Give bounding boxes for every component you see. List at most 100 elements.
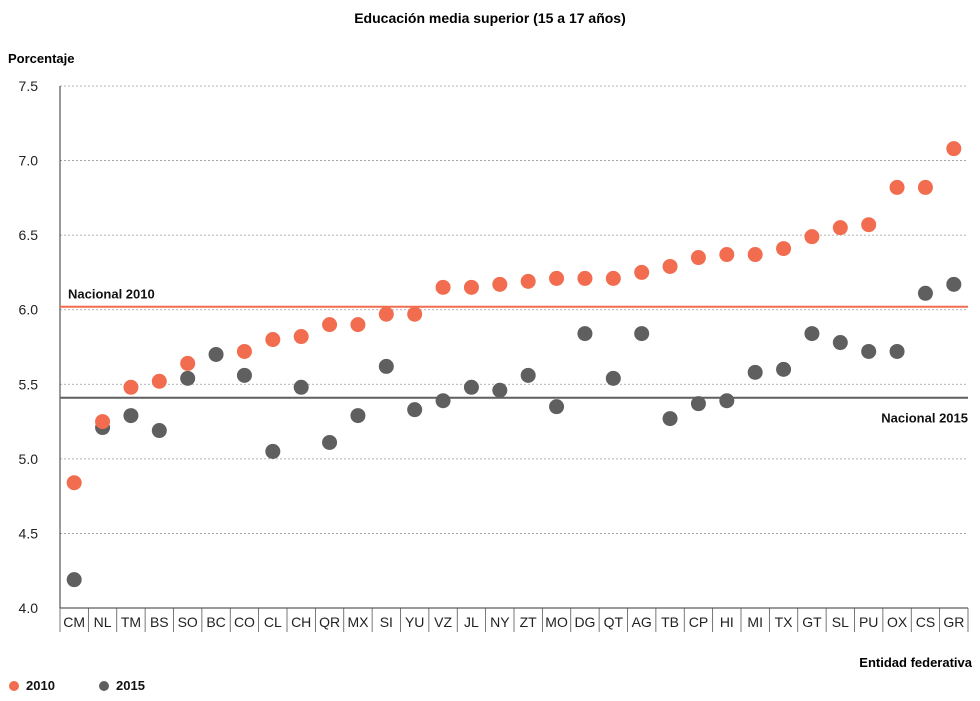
x-tick-label: BC xyxy=(206,614,225,630)
point-2010-CH xyxy=(293,329,309,345)
x-tick-label: TM xyxy=(121,614,141,630)
x-tick-label: MI xyxy=(747,614,763,630)
point-2010-PU xyxy=(861,217,877,233)
x-tick-label: CL xyxy=(264,614,282,630)
point-2010-QR xyxy=(322,317,338,333)
x-tick-label: CM xyxy=(63,614,85,630)
x-tick-label: GR xyxy=(943,614,964,630)
legend-label: 2015 xyxy=(116,678,145,693)
point-2015-HI xyxy=(719,393,735,409)
x-tick-label: HI xyxy=(720,614,734,630)
x-tick-label: MO xyxy=(545,614,568,630)
point-2010-SI xyxy=(378,306,394,322)
point-2010-TB xyxy=(662,258,678,274)
point-2015-NY xyxy=(492,382,508,398)
legend-marker-2010 xyxy=(9,681,19,691)
point-2015-CL xyxy=(265,443,281,459)
point-2010-HI xyxy=(719,247,735,263)
point-2015-AG xyxy=(634,326,650,342)
point-2015-SI xyxy=(378,358,394,374)
y-tick-label: 5.0 xyxy=(19,451,39,467)
point-2010-AG xyxy=(634,264,650,280)
point-2015-CS xyxy=(917,285,933,301)
x-tick-label: QR xyxy=(319,614,340,630)
point-2010-GR xyxy=(946,141,962,157)
point-2010-CS xyxy=(917,179,933,195)
gridlines xyxy=(60,85,968,534)
point-2015-QR xyxy=(322,434,338,450)
point-2015-OX xyxy=(889,343,905,359)
x-tick-label: CP xyxy=(689,614,708,630)
x-tick-label: DG xyxy=(574,614,595,630)
point-2015-YU xyxy=(407,402,423,418)
x-tick-label: MX xyxy=(347,614,369,630)
x-tick-label: SO xyxy=(178,614,198,630)
point-2010-QT xyxy=(605,270,621,286)
reference-line-label: Nacional 2015 xyxy=(881,411,968,426)
x-tick-label: YU xyxy=(405,614,424,630)
x-tick-label: OX xyxy=(887,614,908,630)
y-tick-label: 6.0 xyxy=(19,302,39,318)
axes xyxy=(59,86,969,632)
x-tick-label: QT xyxy=(604,614,624,630)
point-2010-VZ xyxy=(435,279,451,295)
point-2010-MO xyxy=(549,270,565,286)
point-2015-CM xyxy=(66,572,82,588)
x-tick-label: TX xyxy=(775,614,794,630)
x-tick-label: BS xyxy=(150,614,169,630)
point-2010-MX xyxy=(350,317,366,333)
legend-marker-2015 xyxy=(99,681,109,691)
point-2015-BC xyxy=(208,346,224,362)
y-tick-label: 4.0 xyxy=(19,600,39,616)
y-axis-label: Porcentaje xyxy=(8,51,74,66)
x-axis-label: Entidad federativa xyxy=(859,655,972,670)
point-2010-SO xyxy=(180,355,196,371)
x-tick-label: PU xyxy=(859,614,878,630)
x-tick-label: JL xyxy=(464,614,479,630)
x-tick-label: GT xyxy=(802,614,822,630)
data-points xyxy=(66,141,962,588)
point-2010-CO xyxy=(236,343,252,359)
point-2015-VZ xyxy=(435,393,451,409)
x-tick-label: SL xyxy=(832,614,849,630)
chart-title: Educación media superior (15 a 17 años) xyxy=(354,10,626,26)
point-2015-JL xyxy=(463,379,479,395)
x-tick-label: SI xyxy=(380,614,393,630)
point-2015-GR xyxy=(946,276,962,292)
point-2015-DG xyxy=(577,326,593,342)
point-2015-ZT xyxy=(520,367,536,383)
x-tick-label: AG xyxy=(632,614,652,630)
x-tick-label: TB xyxy=(661,614,679,630)
point-2010-CP xyxy=(690,250,706,266)
point-2010-NY xyxy=(492,276,508,292)
point-2015-SO xyxy=(180,370,196,386)
x-tick-label: CS xyxy=(916,614,935,630)
point-2010-DG xyxy=(577,270,593,286)
point-2010-ZT xyxy=(520,273,536,289)
point-2010-TX xyxy=(776,241,792,257)
point-2010-OX xyxy=(889,179,905,195)
point-2015-GT xyxy=(804,326,820,342)
x-tick-label: NY xyxy=(490,614,510,630)
y-tick-label: 7.0 xyxy=(19,153,39,169)
x-tick-labels: CM NL TM BS SO BC CO CL CH QR MX SI YU VZ JL NY ZT MO DG QT… xyxy=(63,614,964,630)
point-2015-MI xyxy=(747,364,763,380)
x-tick-label: CO xyxy=(234,614,255,630)
y-tick-label: 6.5 xyxy=(19,227,39,243)
y-tick-label: 5.5 xyxy=(19,376,39,392)
x-tick-label: ZT xyxy=(520,614,538,630)
point-2015-CO xyxy=(236,367,252,383)
point-2010-JL xyxy=(463,279,479,295)
x-tick-label: CH xyxy=(291,614,311,630)
point-2015-CH xyxy=(293,379,309,395)
point-2010-YU xyxy=(407,306,423,322)
x-tick-label: NL xyxy=(94,614,112,630)
point-2015-CP xyxy=(690,396,706,412)
point-2015-QT xyxy=(605,370,621,386)
point-2010-CL xyxy=(265,332,281,348)
point-2010-SL xyxy=(832,220,848,236)
point-2015-MO xyxy=(549,399,565,415)
point-2010-CM xyxy=(66,475,82,491)
legend: 2010 2015 xyxy=(9,678,145,693)
